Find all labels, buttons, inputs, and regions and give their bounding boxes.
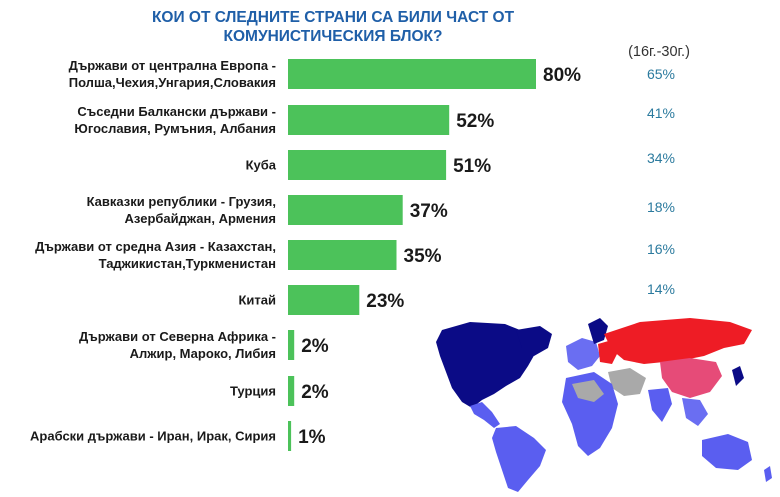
bar-1 [288, 105, 450, 135]
labels-layer: 80% Държави от централна Европа - Полша,Че… [30, 58, 581, 448]
map-soviet-union [604, 318, 752, 364]
world-map-illustration [436, 318, 772, 492]
value-label-7: 2% [301, 382, 329, 403]
category-label-8-line-0: Арабски държави - Иран, Ирак, Сирия [30, 429, 276, 444]
value-label-1: 52% [456, 111, 494, 132]
category-label-1-line-0: Съседни Балкански държави - [77, 104, 276, 119]
youth-value-1: 41% [647, 105, 675, 121]
value-label-0: 80% [543, 65, 581, 86]
category-label-0-line-0: Държави от централна Европа - [69, 58, 276, 73]
map-japan [732, 366, 744, 386]
youth-value-0: 65% [647, 66, 675, 82]
bar-3 [288, 195, 403, 225]
value-label-5: 23% [366, 291, 404, 312]
category-label-3-line-0: Кавказки републики - Грузия, [87, 194, 276, 209]
bar-6 [288, 330, 295, 360]
bars-layer [288, 59, 536, 451]
category-label-6-line-1: Алжир, Мароко, Либия [130, 346, 276, 361]
map-middle-east [608, 368, 646, 396]
map-china [660, 358, 722, 398]
map-south-america [492, 426, 546, 492]
category-label-2-line-0: Куба [246, 158, 277, 173]
category-label-7-line-0: Турция [230, 384, 276, 399]
map-new-zealand [764, 466, 772, 482]
category-label-6-line-0: Държави от Северна Африка - [79, 329, 276, 344]
bar-5 [288, 285, 360, 315]
youth-value-2: 34% [647, 150, 675, 166]
chart-title-line-2: КОМУНИСТИЧЕСКИЯ БЛОК? [224, 28, 443, 45]
map-india [648, 388, 672, 422]
youth-value-3: 18% [647, 199, 675, 215]
bar-2 [288, 150, 447, 180]
value-label-3: 37% [410, 201, 448, 222]
youth-header: (16г.-30г.) [628, 44, 690, 60]
bar-0 [288, 59, 536, 89]
category-label-0-line-1: Полша,Чехия,Унгария,Словакия [69, 75, 276, 90]
category-label-4-line-0: Държави от средна Азия - Казахстан, [35, 239, 276, 254]
value-label-8: 1% [298, 427, 326, 448]
value-label-4: 35% [404, 246, 442, 267]
map-western-europe [566, 338, 600, 370]
map-scandinavia [588, 318, 608, 344]
youth-layer: 65% 41% 34% 18% 16% 14% [647, 66, 675, 297]
map-southeast-asia [682, 398, 708, 426]
chart-title-line-1: КОИ ОТ СЛЕДНИТЕ СТРАНИ СА БИЛИ ЧАСТ ОТ [152, 9, 515, 26]
youth-value-4: 16% [647, 241, 675, 257]
bar-7 [288, 376, 295, 406]
category-label-3-line-1: Азербайджан, Армения [125, 211, 276, 226]
map-greenland [516, 326, 552, 356]
bar-4 [288, 240, 397, 270]
youth-value-5: 14% [647, 281, 675, 297]
map-north-america [436, 322, 536, 408]
category-label-1-line-1: Югославия, Румъния, Албания [74, 121, 276, 136]
map-africa-grey [572, 380, 604, 402]
category-label-4-line-1: Таджикистан,Туркменистан [99, 256, 276, 271]
map-australia [702, 434, 752, 470]
value-label-2: 51% [453, 156, 491, 177]
bar-8 [288, 421, 292, 451]
value-label-6: 2% [301, 336, 329, 357]
map-central-america [470, 402, 500, 428]
category-label-5-line-0: Китай [238, 293, 276, 308]
